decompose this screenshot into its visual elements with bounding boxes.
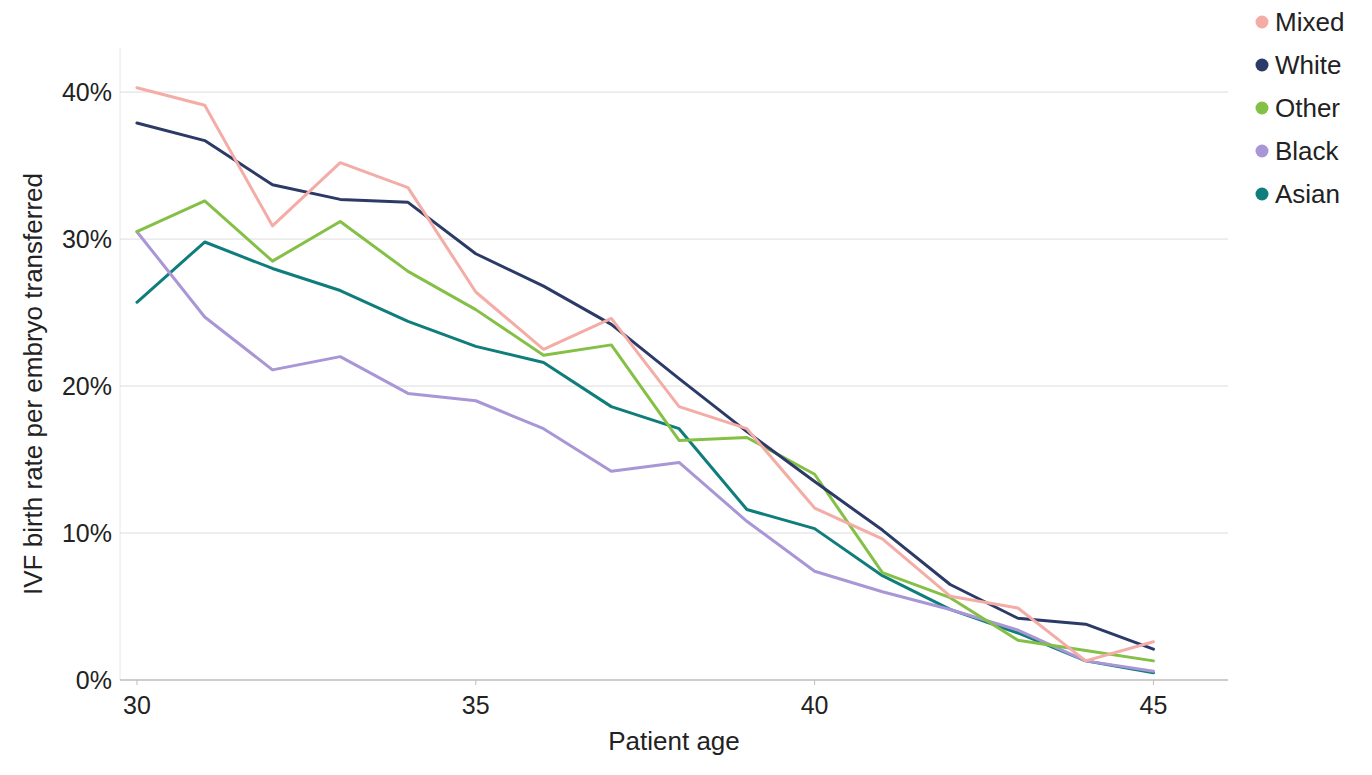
y-axis-line [120, 48, 121, 680]
x-axis-label: Patient age [608, 726, 740, 756]
series-line [137, 242, 1154, 673]
chart: 0% 10% 20% 30% 40% 30 35 40 45 Patient age IVF bir… [0, 0, 1372, 775]
x-tick [814, 680, 815, 685]
series-group [137, 88, 1154, 673]
grid-line [120, 239, 1228, 240]
x-tick [475, 680, 476, 685]
legend-swatch [1256, 59, 1269, 72]
x-tick [136, 680, 137, 685]
grid-line [120, 533, 1228, 534]
legend-label: Asian [1275, 179, 1340, 209]
grid-line [120, 386, 1228, 387]
x-axis-line [120, 679, 1228, 681]
legend-label: Mixed [1275, 7, 1344, 37]
y-tick-label: 40% [62, 78, 112, 106]
legend-label: Other [1275, 93, 1340, 123]
legend-label: Black [1275, 136, 1340, 166]
y-axis-label: IVF birth rate per embryo transferred [18, 173, 48, 595]
y-tick-label: 10% [62, 519, 112, 547]
legend-swatch [1256, 145, 1269, 158]
legend-swatch [1256, 16, 1269, 29]
x-tick-label: 45 [1140, 691, 1168, 719]
series-line [137, 123, 1154, 649]
y-tick-label: 30% [62, 225, 112, 253]
series-line [137, 201, 1154, 661]
series-line [137, 88, 1154, 661]
x-tick-label: 40 [801, 691, 829, 719]
legend-swatch [1256, 188, 1269, 201]
x-tick-label: 30 [123, 691, 151, 719]
y-tick-label: 20% [62, 372, 112, 400]
legend-swatch [1256, 102, 1269, 115]
legend-label: White [1275, 50, 1341, 80]
grid-line [120, 92, 1228, 93]
x-tick-label: 35 [462, 691, 490, 719]
x-tick [1153, 680, 1154, 685]
y-tick-label: 0% [76, 666, 112, 694]
